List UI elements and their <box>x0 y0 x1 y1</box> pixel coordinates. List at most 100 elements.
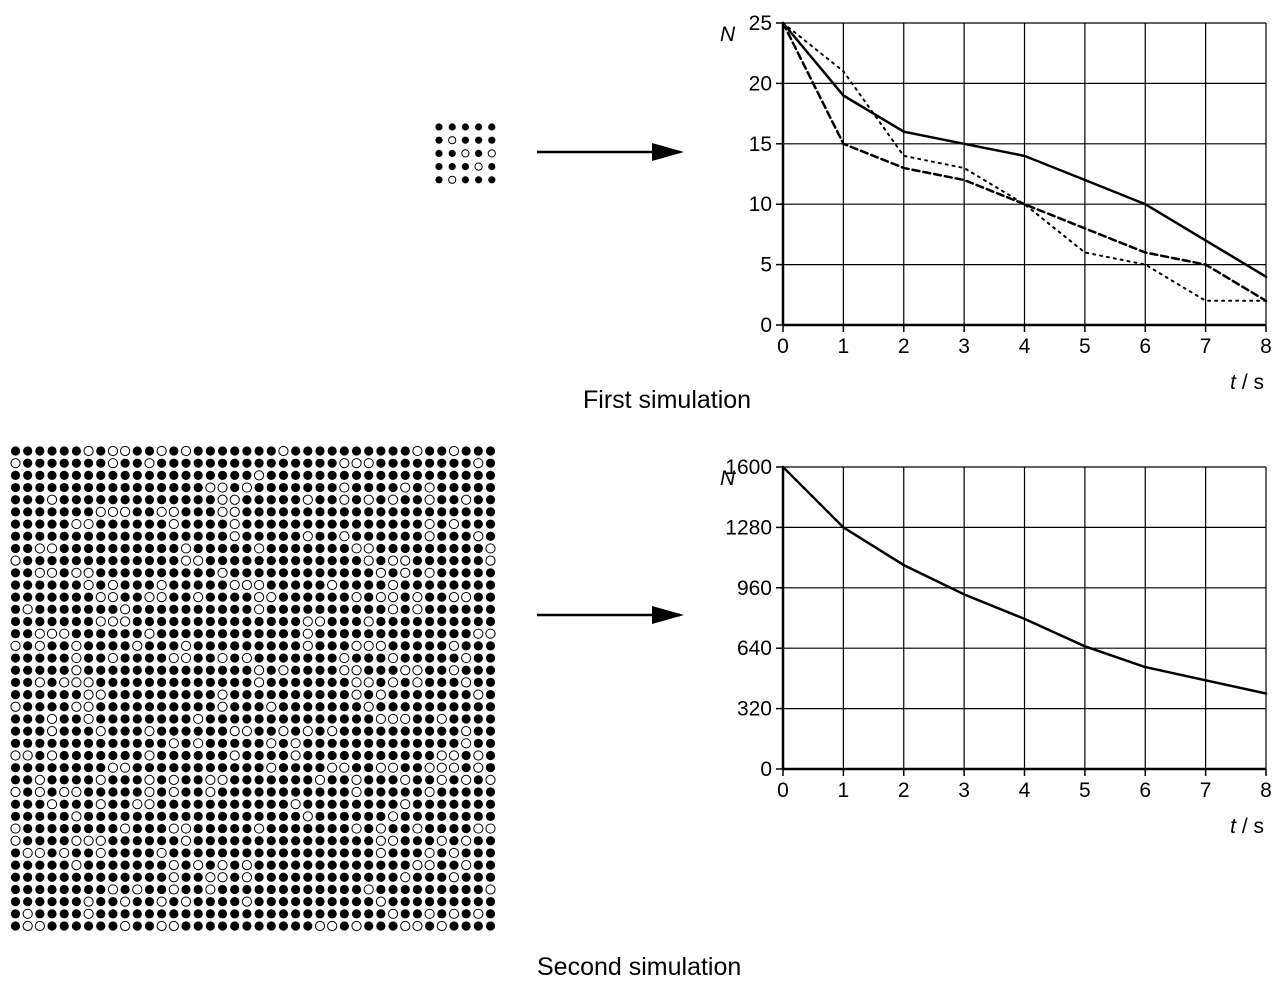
filled-particle <box>120 884 130 895</box>
filled-particle <box>364 726 374 736</box>
filled-particle <box>132 446 142 456</box>
filled-particle <box>120 543 130 554</box>
filled-particle <box>230 543 240 554</box>
filled-particle <box>412 763 423 773</box>
filled-particle <box>169 836 179 846</box>
filled-particle <box>132 629 142 639</box>
filled-particle <box>437 909 447 919</box>
filled-particle <box>461 531 471 541</box>
empty-particle <box>290 799 301 810</box>
filled-particle <box>169 726 179 736</box>
filled-particle <box>485 519 496 529</box>
filled-particle <box>217 884 228 895</box>
filled-particle <box>437 848 447 858</box>
filled-particle <box>461 604 471 614</box>
empty-particle <box>205 884 216 895</box>
filled-particle <box>461 750 471 761</box>
filled-particle <box>351 836 362 846</box>
filled-particle <box>35 592 45 602</box>
filled-particle <box>475 149 483 157</box>
filled-particle <box>230 799 240 809</box>
empty-particle <box>144 628 155 639</box>
empty-particle <box>448 518 460 530</box>
filled-particle <box>132 458 142 468</box>
filled-particle <box>388 884 398 895</box>
filled-particle <box>205 616 215 627</box>
filled-particle <box>473 872 483 882</box>
filled-particle <box>485 836 496 846</box>
filled-particle <box>400 823 410 834</box>
filled-particle <box>364 836 374 846</box>
filled-particle <box>157 714 167 724</box>
empty-particle <box>339 458 350 469</box>
empty-particle <box>351 677 362 688</box>
filled-particle <box>59 616 69 627</box>
filled-particle <box>266 482 276 493</box>
filled-particle <box>157 872 167 882</box>
empty-particle <box>59 847 70 859</box>
filled-particle <box>144 519 155 529</box>
empty-particle <box>363 543 374 554</box>
filled-particle <box>473 495 483 505</box>
empty-particle <box>34 920 45 932</box>
filled-particle <box>400 677 410 688</box>
filled-particle <box>388 641 398 651</box>
filled-particle <box>242 775 252 785</box>
filled-particle <box>120 653 130 663</box>
filled-particle <box>339 446 349 456</box>
filled-particle <box>10 580 21 590</box>
filled-particle <box>217 543 228 554</box>
filled-particle <box>193 507 203 517</box>
filled-particle <box>144 641 155 651</box>
filled-particle <box>327 653 337 663</box>
filled-particle <box>388 470 398 480</box>
filled-particle <box>10 592 21 602</box>
filled-particle <box>120 482 130 493</box>
filled-particle <box>120 531 130 541</box>
empty-particle <box>10 750 21 761</box>
filled-particle <box>303 799 313 809</box>
filled-particle <box>473 580 483 590</box>
empty-particle <box>375 896 386 907</box>
filled-particle <box>303 750 313 761</box>
filled-particle <box>181 665 191 675</box>
filled-particle <box>425 470 435 480</box>
filled-particle <box>217 811 228 821</box>
filled-particle <box>278 860 289 870</box>
filled-particle <box>291 677 301 688</box>
filled-particle <box>254 775 264 785</box>
filled-particle <box>303 470 313 480</box>
empty-particle <box>436 920 447 932</box>
filled-particle <box>23 677 33 688</box>
empty-particle <box>107 579 119 591</box>
filled-particle <box>266 677 276 688</box>
empty-particle <box>351 458 362 469</box>
filled-particle <box>315 629 325 639</box>
filled-particle <box>412 629 423 639</box>
filled-particle <box>230 775 240 785</box>
filled-particle <box>242 556 252 566</box>
empty-particle <box>473 689 484 700</box>
x-tick-label: 6 <box>1139 335 1151 358</box>
filled-particle <box>144 921 155 931</box>
empty-particle <box>473 628 484 639</box>
filled-particle <box>108 556 118 566</box>
filled-particle <box>108 860 118 870</box>
filled-particle <box>35 470 45 480</box>
filled-particle <box>461 568 471 578</box>
filled-particle <box>157 641 167 651</box>
filled-particle <box>10 495 21 505</box>
filled-particle <box>291 616 301 627</box>
empty-particle <box>217 494 228 505</box>
empty-particle <box>10 458 21 469</box>
filled-particle <box>327 823 337 834</box>
filled-particle <box>205 629 215 639</box>
filled-particle <box>266 775 276 785</box>
filled-particle <box>437 482 447 493</box>
filled-particle <box>364 519 374 529</box>
filled-particle <box>339 860 349 870</box>
empty-particle <box>34 774 45 785</box>
filled-particle <box>181 726 191 736</box>
filled-particle <box>412 872 423 882</box>
filled-particle <box>351 726 362 736</box>
